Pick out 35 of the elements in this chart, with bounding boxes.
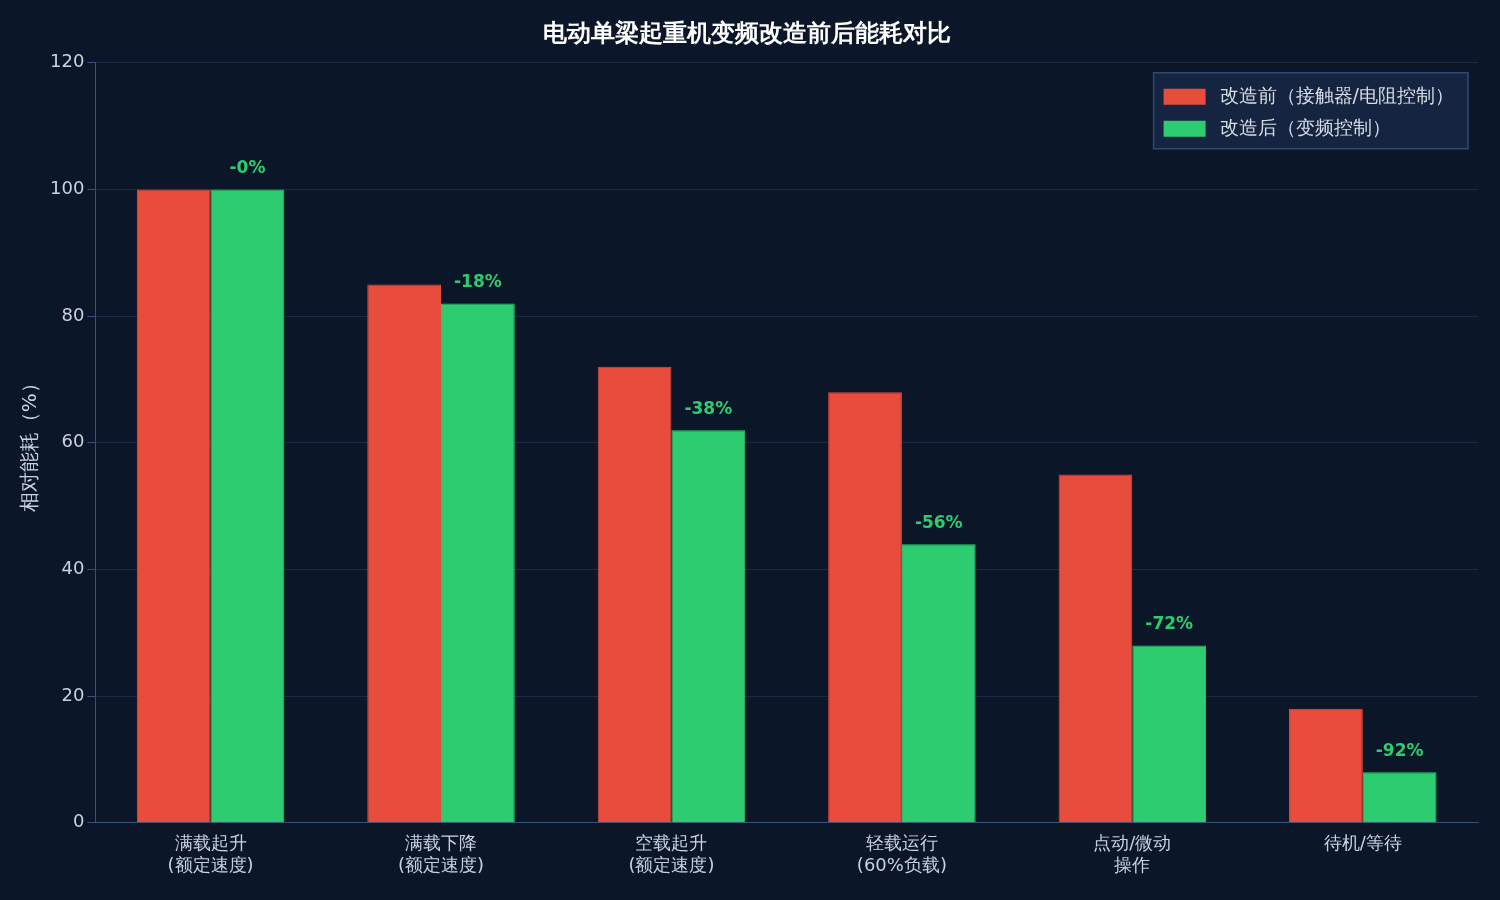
- bar: [828, 392, 902, 823]
- chart-title: 电动单梁起重机变频改造前后能耗对比: [542, 18, 951, 47]
- bar: [441, 303, 515, 823]
- bar: [136, 189, 211, 823]
- x-tick-label: 点动/微动操作: [1093, 832, 1172, 875]
- bar: [1289, 708, 1363, 823]
- bar: [1132, 645, 1207, 823]
- y-tick-label: 60: [61, 430, 85, 452]
- annotation: -72%: [1145, 613, 1194, 634]
- bar: [1362, 772, 1437, 823]
- annotation: -18%: [454, 271, 502, 292]
- bar: [597, 366, 672, 823]
- annotation: -38%: [684, 398, 733, 419]
- y-tick-label: 20: [61, 683, 85, 705]
- x-tick-label: 待机/等待: [1323, 832, 1402, 854]
- bar: [367, 284, 442, 823]
- x-tick-label: 空载起升(额定速度): [628, 832, 715, 875]
- annotation: -92%: [1375, 740, 1424, 761]
- x-tick-label: 满载起升(额定速度): [167, 832, 254, 875]
- legend-label: 改造前（接触器/电阻控制）: [1219, 83, 1454, 106]
- bar: [210, 189, 285, 823]
- bar: [1058, 474, 1133, 823]
- x-tick-label: 满载下降(额定速度): [397, 832, 485, 875]
- bar: [671, 430, 746, 823]
- y-tick-label: 80: [61, 303, 85, 325]
- y-axis-title: 相对能耗（%）: [17, 373, 42, 513]
- y-tick-label: 0: [72, 810, 85, 832]
- y-tick-label: 100: [50, 177, 85, 199]
- x-tick-label: 轻载运行(60%负载): [856, 832, 947, 875]
- y-tick-label: 40: [61, 557, 85, 579]
- annotation: -56%: [914, 512, 963, 533]
- y-tick-label: 120: [50, 50, 85, 72]
- legend-label: 改造后（变频控制）: [1219, 115, 1391, 138]
- bar: [901, 544, 976, 823]
- annotation: -0%: [229, 157, 266, 178]
